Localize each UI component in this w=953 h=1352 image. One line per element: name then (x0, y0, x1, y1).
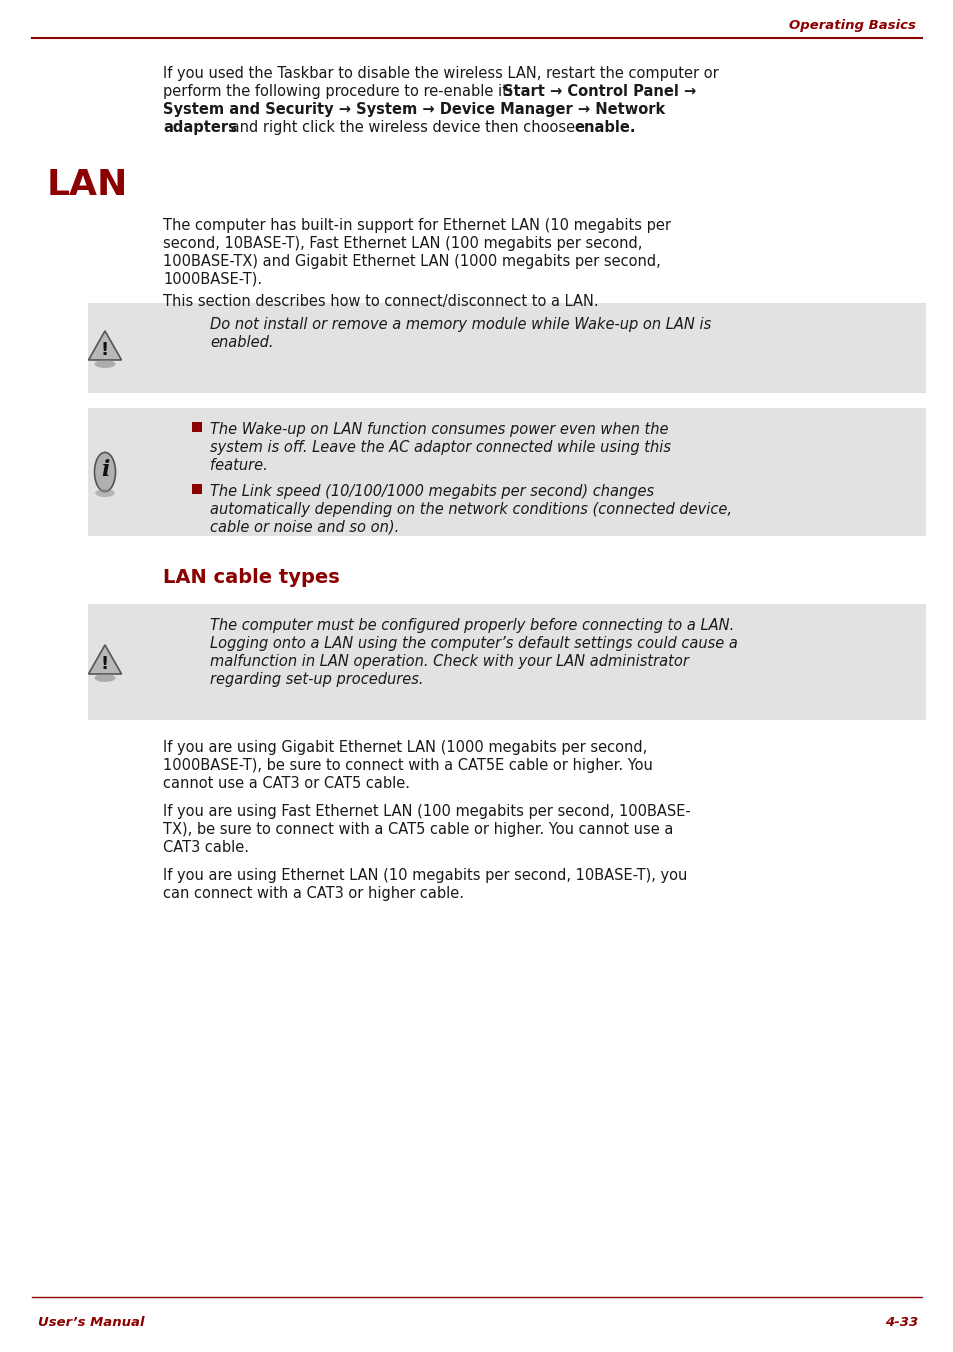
Text: 100BASE-TX) and Gigabit Ethernet LAN (1000 megabits per second,: 100BASE-TX) and Gigabit Ethernet LAN (10… (163, 254, 660, 269)
Text: The Link speed (10/100/1000 megabits per second) changes: The Link speed (10/100/1000 megabits per… (210, 484, 654, 499)
Text: 4-33: 4-33 (883, 1315, 917, 1329)
Text: perform the following procedure to re-enable it:: perform the following procedure to re-en… (163, 84, 517, 99)
Text: 1000BASE-T).: 1000BASE-T). (163, 272, 262, 287)
Text: i: i (101, 458, 110, 481)
Text: Operating Basics: Operating Basics (788, 19, 915, 32)
Text: System and Security → System → Device Manager → Network: System and Security → System → Device Ma… (163, 101, 664, 118)
FancyBboxPatch shape (88, 408, 925, 535)
Text: 1000BASE-T), be sure to connect with a CAT5E cable or higher. You: 1000BASE-T), be sure to connect with a C… (163, 758, 652, 773)
Text: TX), be sure to connect with a CAT5 cable or higher. You cannot use a: TX), be sure to connect with a CAT5 cabl… (163, 822, 673, 837)
Text: LAN: LAN (47, 168, 129, 201)
Text: !: ! (101, 341, 109, 360)
Text: can connect with a CAT3 or higher cable.: can connect with a CAT3 or higher cable. (163, 886, 463, 900)
Text: system is off. Leave the AC adaptor connected while using this: system is off. Leave the AC adaptor conn… (210, 439, 670, 456)
Text: If you are using Ethernet LAN (10 megabits per second, 10BASE-T), you: If you are using Ethernet LAN (10 megabi… (163, 868, 687, 883)
Polygon shape (89, 331, 121, 360)
Text: adapters: adapters (163, 120, 236, 135)
Ellipse shape (95, 489, 114, 498)
Text: The Wake-up on LAN function consumes power even when the: The Wake-up on LAN function consumes pow… (210, 422, 668, 437)
Text: malfunction in LAN operation. Check with your LAN administrator: malfunction in LAN operation. Check with… (210, 654, 688, 669)
Text: feature.: feature. (210, 458, 268, 473)
Text: cable or noise and so on).: cable or noise and so on). (210, 521, 399, 535)
Text: LAN cable types: LAN cable types (163, 568, 339, 587)
FancyBboxPatch shape (88, 604, 925, 721)
Text: CAT3 cable.: CAT3 cable. (163, 840, 249, 854)
Text: !: ! (101, 654, 109, 673)
Text: If you are using Gigabit Ethernet LAN (1000 megabits per second,: If you are using Gigabit Ethernet LAN (1… (163, 740, 646, 754)
Text: Do not install or remove a memory module while Wake-up on LAN is: Do not install or remove a memory module… (210, 316, 711, 333)
FancyBboxPatch shape (88, 303, 925, 393)
Text: This section describes how to connect/disconnect to a LAN.: This section describes how to connect/di… (163, 293, 598, 310)
Text: cannot use a CAT3 or CAT5 cable.: cannot use a CAT3 or CAT5 cable. (163, 776, 410, 791)
Text: enable.: enable. (574, 120, 635, 135)
Ellipse shape (94, 673, 115, 681)
Ellipse shape (94, 453, 115, 492)
Text: If you used the Taskbar to disable the wireless LAN, restart the computer or: If you used the Taskbar to disable the w… (163, 66, 718, 81)
Ellipse shape (94, 360, 115, 368)
Bar (192, 422, 202, 433)
Text: second, 10BASE-T), Fast Ethernet LAN (100 megabits per second,: second, 10BASE-T), Fast Ethernet LAN (10… (163, 237, 641, 251)
Text: regarding set-up procedures.: regarding set-up procedures. (210, 672, 423, 687)
Text: The computer must be configured properly before connecting to a LAN.: The computer must be configured properly… (210, 618, 734, 633)
Text: Logging onto a LAN using the computer’s default settings could cause a: Logging onto a LAN using the computer’s … (210, 635, 737, 652)
Polygon shape (89, 645, 121, 673)
Text: The computer has built-in support for Ethernet LAN (10 megabits per: The computer has built-in support for Et… (163, 218, 670, 233)
Text: automatically depending on the network conditions (connected device,: automatically depending on the network c… (210, 502, 731, 516)
Text: Start → Control Panel →: Start → Control Panel → (502, 84, 696, 99)
Text: If you are using Fast Ethernet LAN (100 megabits per second, 100BASE-: If you are using Fast Ethernet LAN (100 … (163, 804, 690, 819)
Text: User’s Manual: User’s Manual (38, 1315, 144, 1329)
Text: and right click the wireless device then choose: and right click the wireless device then… (226, 120, 579, 135)
Bar (192, 484, 202, 493)
Text: enabled.: enabled. (210, 335, 274, 350)
